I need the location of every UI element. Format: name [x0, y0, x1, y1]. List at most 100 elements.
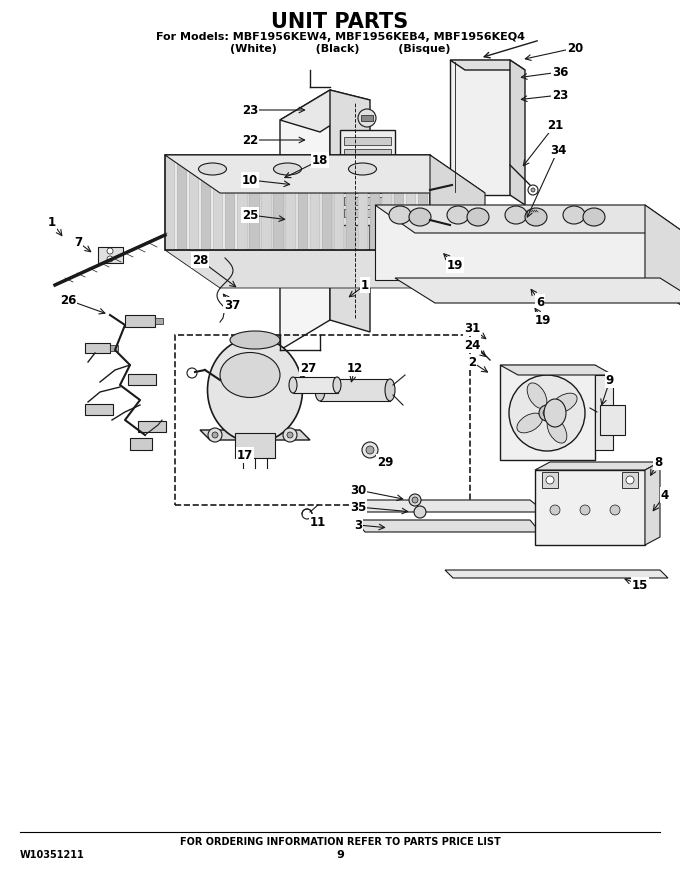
Text: 27: 27 — [300, 362, 316, 375]
Bar — [622, 472, 638, 488]
Bar — [235, 433, 275, 458]
Text: 24: 24 — [464, 339, 480, 351]
Bar — [542, 472, 558, 488]
Bar — [85, 343, 110, 353]
Bar — [155, 318, 163, 324]
Ellipse shape — [207, 338, 303, 443]
Ellipse shape — [409, 208, 431, 226]
Bar — [500, 365, 595, 460]
Text: 36: 36 — [551, 65, 568, 78]
Circle shape — [107, 248, 113, 254]
Ellipse shape — [273, 163, 301, 175]
Polygon shape — [535, 462, 660, 470]
Text: 10: 10 — [242, 173, 258, 187]
Text: 1: 1 — [361, 278, 369, 291]
Polygon shape — [280, 90, 330, 350]
Bar — [138, 421, 166, 432]
Bar — [225, 155, 235, 250]
Text: 3: 3 — [354, 518, 362, 532]
Ellipse shape — [348, 163, 377, 175]
Polygon shape — [450, 60, 525, 70]
Bar — [273, 155, 284, 250]
Bar — [125, 315, 155, 327]
Polygon shape — [375, 205, 680, 233]
Text: 28: 28 — [192, 253, 208, 267]
Text: 6: 6 — [536, 296, 544, 309]
Ellipse shape — [505, 206, 527, 224]
Text: 19: 19 — [447, 259, 463, 272]
Text: 34: 34 — [550, 143, 566, 157]
Text: 2: 2 — [468, 356, 476, 369]
Ellipse shape — [583, 208, 605, 226]
Bar — [128, 374, 156, 385]
Circle shape — [531, 188, 535, 192]
Circle shape — [543, 409, 551, 417]
Text: FOR ORDERING INFORMATION REFER TO PARTS PRICE LIST: FOR ORDERING INFORMATION REFER TO PARTS … — [180, 837, 500, 847]
Bar — [237, 155, 248, 250]
Bar — [344, 185, 391, 193]
Ellipse shape — [289, 377, 297, 393]
Circle shape — [107, 256, 113, 262]
Bar — [600, 405, 625, 435]
Bar — [344, 161, 391, 169]
Circle shape — [626, 476, 634, 484]
Bar — [345, 155, 356, 250]
Ellipse shape — [517, 413, 543, 433]
Text: 26: 26 — [60, 294, 76, 306]
Bar — [189, 155, 199, 250]
Bar — [340, 130, 395, 225]
Circle shape — [283, 428, 297, 442]
Bar — [381, 155, 392, 250]
Bar — [98, 247, 123, 263]
Bar — [418, 155, 428, 250]
Bar — [165, 155, 175, 250]
Circle shape — [409, 494, 421, 506]
Bar — [293, 377, 338, 393]
Ellipse shape — [220, 353, 280, 398]
Bar — [261, 155, 271, 250]
Circle shape — [287, 432, 293, 438]
Polygon shape — [165, 250, 485, 288]
Bar — [110, 345, 118, 351]
Bar — [595, 375, 613, 450]
Bar — [344, 173, 391, 181]
Text: (White)          (Black)          (Bisque): (White) (Black) (Bisque) — [230, 44, 450, 54]
Text: UNIT PARTS: UNIT PARTS — [271, 12, 409, 32]
Bar — [344, 149, 391, 157]
Bar — [370, 155, 380, 250]
Circle shape — [412, 497, 418, 503]
Bar — [250, 155, 260, 250]
Ellipse shape — [467, 208, 489, 226]
Polygon shape — [330, 90, 370, 332]
Circle shape — [528, 185, 538, 195]
Polygon shape — [350, 500, 545, 512]
Polygon shape — [510, 60, 525, 205]
Circle shape — [302, 509, 312, 519]
Circle shape — [362, 442, 378, 458]
Bar — [309, 155, 320, 250]
Ellipse shape — [333, 377, 341, 393]
Text: 7: 7 — [74, 236, 82, 248]
Bar — [165, 155, 430, 250]
Ellipse shape — [525, 208, 547, 226]
Circle shape — [509, 375, 585, 451]
Text: 30: 30 — [350, 483, 366, 496]
Text: 12: 12 — [347, 362, 363, 375]
Text: 20: 20 — [567, 41, 583, 55]
Bar — [298, 155, 308, 250]
Bar — [286, 155, 296, 250]
Polygon shape — [430, 155, 485, 288]
Text: W10351211: W10351211 — [20, 850, 85, 860]
Polygon shape — [355, 520, 540, 532]
Circle shape — [366, 446, 374, 454]
Circle shape — [208, 428, 222, 442]
Text: 4: 4 — [661, 488, 669, 502]
Ellipse shape — [358, 109, 376, 127]
Ellipse shape — [527, 383, 547, 408]
Text: 9: 9 — [336, 850, 344, 860]
Polygon shape — [445, 570, 668, 578]
Text: 1: 1 — [48, 216, 56, 229]
Ellipse shape — [315, 379, 325, 401]
Ellipse shape — [230, 331, 280, 349]
Text: 15: 15 — [632, 578, 648, 591]
